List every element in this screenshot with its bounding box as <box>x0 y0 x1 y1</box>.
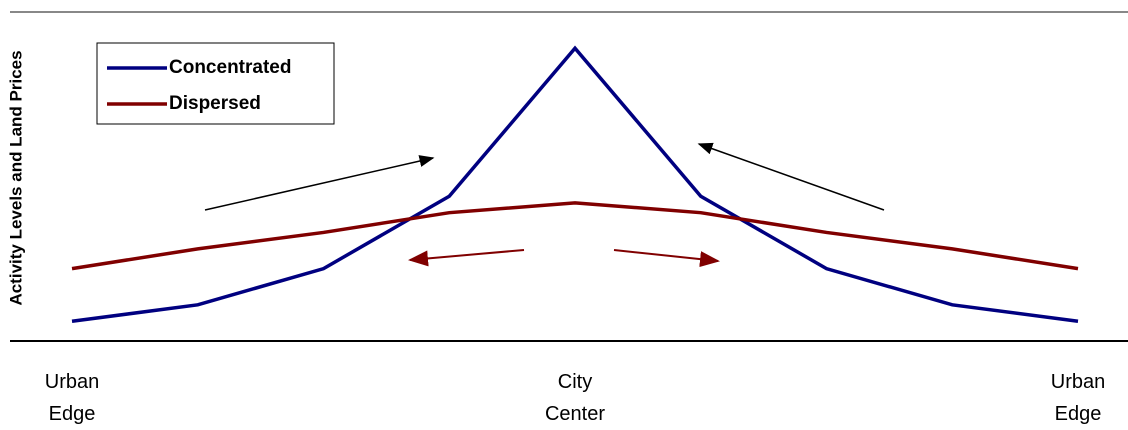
line-series <box>71 201 1079 271</box>
arrow <box>613 249 720 268</box>
legend <box>96 42 335 125</box>
arrow <box>408 249 525 267</box>
legend-label: Dispersed <box>169 93 261 114</box>
arrow <box>697 142 885 211</box>
x-tick-label: City Center <box>544 371 606 425</box>
line-series <box>71 45 1079 323</box>
x-tick-label: Urban Edge <box>1050 371 1106 425</box>
x-tick-label: Urban Edge <box>44 371 100 425</box>
y-axis-label: Activity Levels and Land Prices <box>6 50 25 305</box>
arrow <box>204 155 435 211</box>
legend-label: Concentrated <box>169 57 291 78</box>
